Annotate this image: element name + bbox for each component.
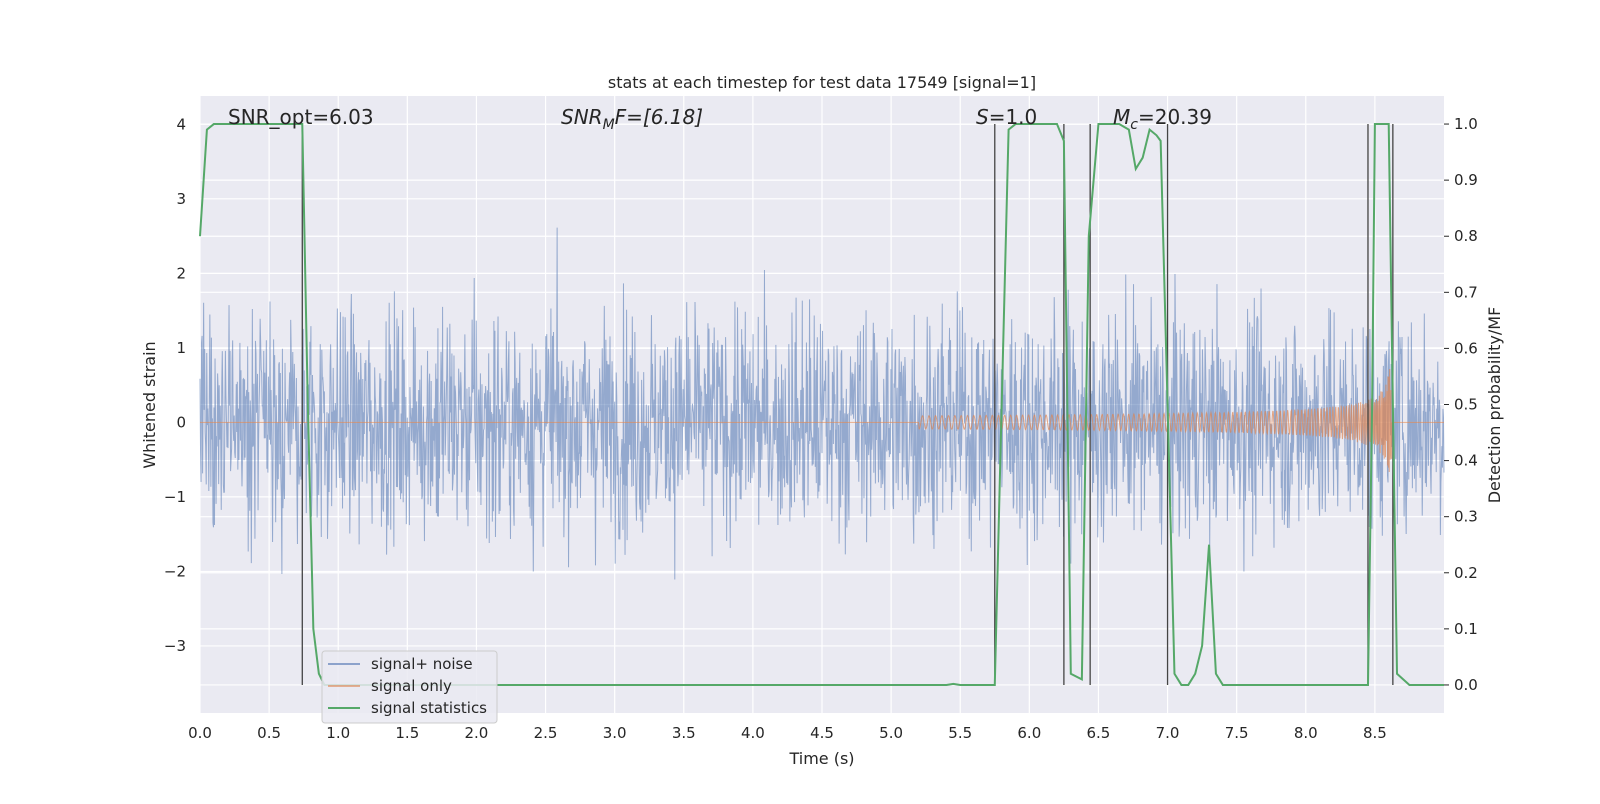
legend-label-noise: signal+ noise [371, 655, 473, 673]
x-tick-label: 1.5 [395, 724, 419, 742]
y-right-tick-label: 0.7 [1454, 283, 1478, 301]
y-left-tick-label: 0 [176, 413, 186, 431]
x-tick-label: 0.0 [188, 724, 212, 742]
y-right-tick-label: 0.2 [1454, 564, 1478, 582]
y-left-tick-label: −3 [164, 637, 186, 655]
ticks: 0.0 0.5 1.0 1.5 2.0 2.5 3.0 3.5 4.0 4.5 5.0 5.5 6.0 6… [164, 115, 1478, 742]
y-right-tick-label: 0.0 [1454, 676, 1478, 694]
legend-label-stats: signal statistics [371, 699, 487, 717]
y-axis-left-label: Whitened strain [140, 341, 159, 468]
x-tick-label: 4.5 [810, 724, 834, 742]
x-tick-label: 3.5 [672, 724, 696, 742]
y-right-tick-label: 0.5 [1454, 396, 1478, 414]
y-right-tick-label: 0.8 [1454, 227, 1478, 245]
x-tick-label: 0.5 [257, 724, 281, 742]
y-axis-right-label: Detection probability/MF [1485, 307, 1504, 504]
x-tick-label: 7.0 [1156, 724, 1180, 742]
signal-statistics-series [199, 123, 1444, 686]
x-tick-label: 2.0 [465, 724, 489, 742]
y-left-tick-label: 2 [176, 264, 186, 282]
x-tick-label: 2.5 [534, 724, 558, 742]
signal-noise-series [199, 227, 1445, 580]
annotation-snr-opt: SNR_opt=6.03 [228, 105, 374, 129]
y-right-tick-label: 0.6 [1454, 339, 1478, 357]
signal-noise-line [199, 227, 1445, 580]
x-tick-label: 6.5 [1087, 724, 1111, 742]
annotation-mc: Mc=20.39 [1113, 105, 1212, 133]
x-axis-label: Time (s) [788, 749, 854, 768]
y-right-tick-label: 0.4 [1454, 452, 1478, 470]
annotation-s: S=1.0 [976, 105, 1037, 129]
x-tick-label: 1.0 [326, 724, 350, 742]
x-tick-label: 5.0 [879, 724, 903, 742]
annotation-snr-mf: SNRMF=[6.18] [561, 105, 703, 133]
legend-label-signal: signal only [371, 677, 452, 695]
y-left-tick-label: −2 [164, 562, 186, 580]
y-left-tick-label: −1 [164, 488, 186, 506]
y-left-tick-label: 4 [176, 115, 186, 133]
x-tick-label: 4.0 [741, 724, 765, 742]
y-left-tick-label: 3 [176, 190, 186, 208]
y-left-tick-label: 1 [176, 339, 186, 357]
y-right-tick-label: 0.9 [1454, 171, 1478, 189]
y-right-tick-label: 1.0 [1454, 115, 1478, 133]
legend: signal+ noise signal only signal statist… [321, 650, 498, 724]
x-tick-label: 3.0 [603, 724, 627, 742]
x-tick-label: 8.0 [1294, 724, 1318, 742]
chart-title: stats at each timestep for test data 175… [608, 73, 1036, 92]
y-right-tick-label: 0.1 [1454, 620, 1478, 638]
x-tick-label: 6.0 [1017, 724, 1041, 742]
signal-only-line [200, 369, 1444, 473]
y-right-tick-label: 0.3 [1454, 508, 1478, 526]
signal-only-series [200, 369, 1444, 473]
x-tick-label: 5.5 [948, 724, 972, 742]
signal-statistics-line [199, 123, 1444, 686]
x-tick-label: 8.5 [1363, 724, 1387, 742]
x-tick-label: 7.5 [1225, 724, 1249, 742]
